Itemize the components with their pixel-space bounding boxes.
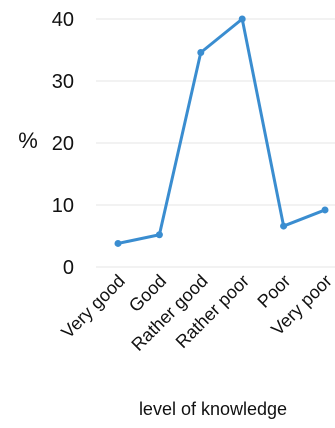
gridlines [96, 19, 335, 267]
data-point [197, 49, 204, 56]
y-tick-labels: 0 10 20 30 40 [52, 9, 74, 279]
series-line [118, 19, 325, 243]
data-series [115, 16, 329, 247]
y-tick-label: 30 [52, 71, 74, 93]
y-tick-label: 0 [63, 257, 74, 279]
y-tick-label: 40 [52, 9, 74, 31]
y-tick-label: 20 [52, 133, 74, 155]
x-axis-label: level of knowledge [139, 399, 287, 419]
data-point [115, 240, 122, 247]
data-point [322, 206, 329, 213]
data-point [156, 231, 163, 238]
data-point [239, 16, 246, 23]
y-tick-label: 10 [52, 195, 74, 217]
y-axis-label: % [18, 128, 38, 153]
data-point [280, 223, 287, 230]
x-tick-label: Very good [57, 271, 128, 342]
